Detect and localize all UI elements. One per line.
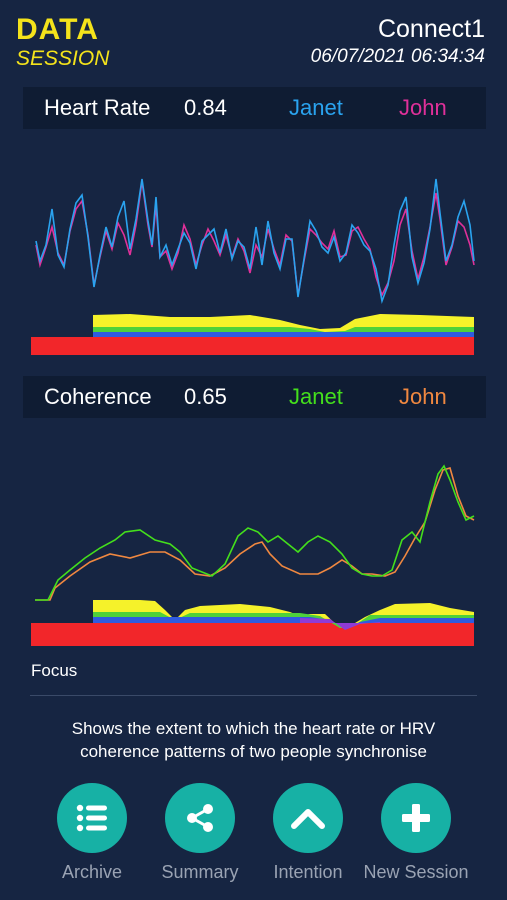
coh-line-janet xyxy=(35,464,475,601)
chart-description: Shows the extent to which the heart rate… xyxy=(71,719,436,761)
heart-rate-chart xyxy=(31,178,475,355)
plus-icon xyxy=(402,804,430,832)
coh-sync-blue xyxy=(93,617,474,628)
hr-sync-band xyxy=(31,314,474,355)
archive-label: Archive xyxy=(61,862,123,882)
summary-button[interactable] xyxy=(165,783,235,853)
coherence-person1: Janet xyxy=(289,384,343,409)
heart-rate-label: Heart Rate xyxy=(44,95,151,120)
brand-subtitle: SESSION xyxy=(16,47,110,70)
coherence-chart xyxy=(31,464,475,646)
coh-sync-purple xyxy=(300,618,380,630)
focus-label: Focus xyxy=(31,661,78,680)
bottom-nav: Archive Summary Intention xyxy=(0,783,507,893)
hr-line-john xyxy=(35,180,475,298)
session-info: Connect1 06/07/2021 06:34:34 xyxy=(311,14,485,70)
coherence-label: Coherence xyxy=(44,384,152,409)
archive-button[interactable] xyxy=(57,783,127,853)
brand-title: DATA xyxy=(16,13,99,46)
hr-line-janet xyxy=(35,178,475,304)
intention-button[interactable] xyxy=(273,783,343,853)
session-name: Connect1 xyxy=(377,15,485,43)
chevron-up-icon xyxy=(291,809,325,829)
heart-rate-header: Heart Rate 0.84 Janet John xyxy=(23,87,486,129)
coh-sync-red xyxy=(31,623,474,646)
intention-label: Intention xyxy=(273,862,343,882)
share-icon xyxy=(187,804,213,832)
nav-new-session[interactable]: New Session xyxy=(356,783,476,883)
summary-label: Summary xyxy=(161,862,239,882)
coh-line-john xyxy=(35,467,475,601)
nav-intention[interactable]: Intention xyxy=(248,783,368,883)
new-session-button[interactable] xyxy=(381,783,451,853)
nav-summary[interactable]: Summary xyxy=(140,783,260,883)
session-timestamp: 06/07/2021 06:34:34 xyxy=(310,46,485,67)
heart-rate-person2: John xyxy=(399,95,447,120)
heart-rate-person1: Janet xyxy=(289,95,343,120)
brand: DATA SESSION xyxy=(16,14,109,72)
nav-archive[interactable]: Archive xyxy=(32,783,152,883)
coh-sync-band xyxy=(31,600,474,646)
heart-rate-value: 0.84 xyxy=(184,95,227,120)
divider xyxy=(30,695,477,696)
coherence-value: 0.65 xyxy=(184,384,227,409)
hr-sync-blue xyxy=(93,332,474,337)
hr-sync-red xyxy=(31,337,474,355)
coherence-person2: John xyxy=(399,384,447,409)
new-session-label: New Session xyxy=(363,862,469,882)
list-icon xyxy=(76,804,107,832)
coherence-header: Coherence 0.65 Janet John xyxy=(23,376,486,418)
